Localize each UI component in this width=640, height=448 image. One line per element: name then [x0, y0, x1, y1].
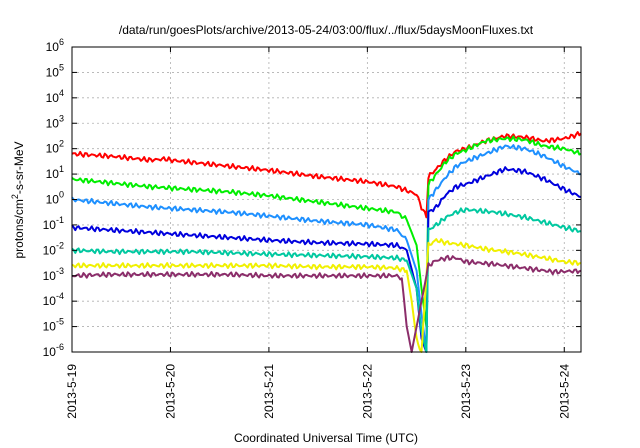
- y-tick-label: 101: [46, 164, 64, 181]
- series-line: [71, 207, 581, 353]
- x-tick-label: 2013-5-24: [557, 364, 571, 419]
- x-tick-label: 2013-5-19: [65, 364, 79, 419]
- y-tick-label: 104: [46, 88, 64, 105]
- y-tick-label: 106: [46, 37, 64, 54]
- series-line: [71, 238, 582, 353]
- x-tick-label: 2013-5-21: [262, 364, 276, 419]
- y-tick-label: 10-2: [43, 240, 64, 257]
- y-tick-label: 10-3: [43, 266, 64, 283]
- x-ticks: 2013-5-19 2013-5-20 2013-5-21 2013-5-22 2013…: [65, 47, 571, 419]
- chart-title: /data/run/goesPlots/archive/2013-05-24/0…: [119, 23, 534, 37]
- x-tick-label: 2013-5-23: [459, 364, 473, 419]
- y-tick-label: 105: [46, 62, 64, 79]
- series-line: [71, 254, 582, 353]
- series-line: [71, 135, 582, 328]
- y-tick-label: 100: [46, 190, 64, 207]
- y-tick-label: 103: [46, 113, 64, 130]
- series-line: [71, 144, 582, 353]
- series-line: [71, 131, 582, 219]
- x-tick-label: 2013-5-22: [360, 364, 374, 419]
- y-tick-label: 10-6: [43, 342, 64, 359]
- y-tick-label: 102: [46, 139, 64, 156]
- y-tick-label: 10-5: [43, 317, 64, 334]
- x-axis-label: Coordinated Universal Time (UTC): [234, 431, 418, 445]
- y-tick-label: 10-1: [43, 215, 64, 232]
- x-tick-label: 2013-5-20: [163, 364, 177, 419]
- y-axis-label: protons/cm2-s-sr-MeV: [10, 141, 26, 258]
- series-group: [71, 131, 582, 353]
- grid: [72, 47, 581, 352]
- y-ticks: 10-6 10-5 10-4 10-3 10-2 10-1 100 101 102 103 104 1…: [43, 37, 581, 359]
- series-line: [71, 166, 582, 353]
- y-tick-label: 10-4: [43, 291, 64, 308]
